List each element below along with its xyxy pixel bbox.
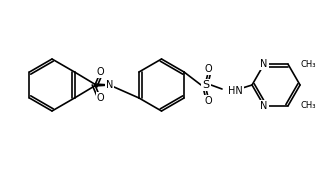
Text: N: N [260,59,268,69]
Text: O: O [97,67,104,77]
Text: O: O [204,64,212,74]
Text: N: N [106,80,113,90]
Text: O: O [204,96,212,106]
Text: HN: HN [228,86,243,96]
Text: O: O [97,93,104,103]
Text: CH₃: CH₃ [300,101,316,110]
Text: S: S [203,80,210,90]
Text: N: N [260,101,268,111]
Text: CH₃: CH₃ [300,60,316,69]
